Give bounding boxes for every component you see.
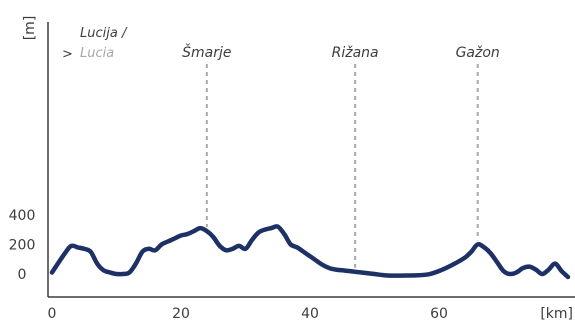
marker-label: Rižana	[332, 45, 379, 61]
y-tick-label: 0	[18, 267, 27, 283]
x-tick-label: 0	[48, 306, 57, 320]
axes	[47, 22, 575, 298]
start-label-line1: Lucija /	[80, 26, 128, 41]
elevation-line	[49, 224, 571, 280]
start-label-line2: Lucia	[80, 46, 114, 61]
x-tick-label: 60	[430, 306, 448, 320]
marker-label: Šmarje	[182, 43, 231, 61]
y-axis-label: [m]	[22, 16, 38, 41]
marker-label: Gažon	[456, 45, 500, 61]
y-tick-label: 400	[9, 208, 36, 224]
y-tick-label: 200	[9, 237, 36, 253]
marker-labels: Šmarje Rižana Gažon	[182, 43, 500, 61]
x-tick-label: 40	[301, 306, 319, 320]
start-arrow-icon: >	[62, 47, 73, 62]
x-tick-label: 20	[172, 306, 190, 320]
x-axis-label: [km]	[540, 306, 573, 320]
series	[49, 224, 571, 280]
marker-guides	[205, 64, 479, 268]
start-label: > Lucija / Lucia	[62, 26, 128, 62]
tick-labels: 0 20 40 60 0 200 400	[9, 208, 448, 320]
